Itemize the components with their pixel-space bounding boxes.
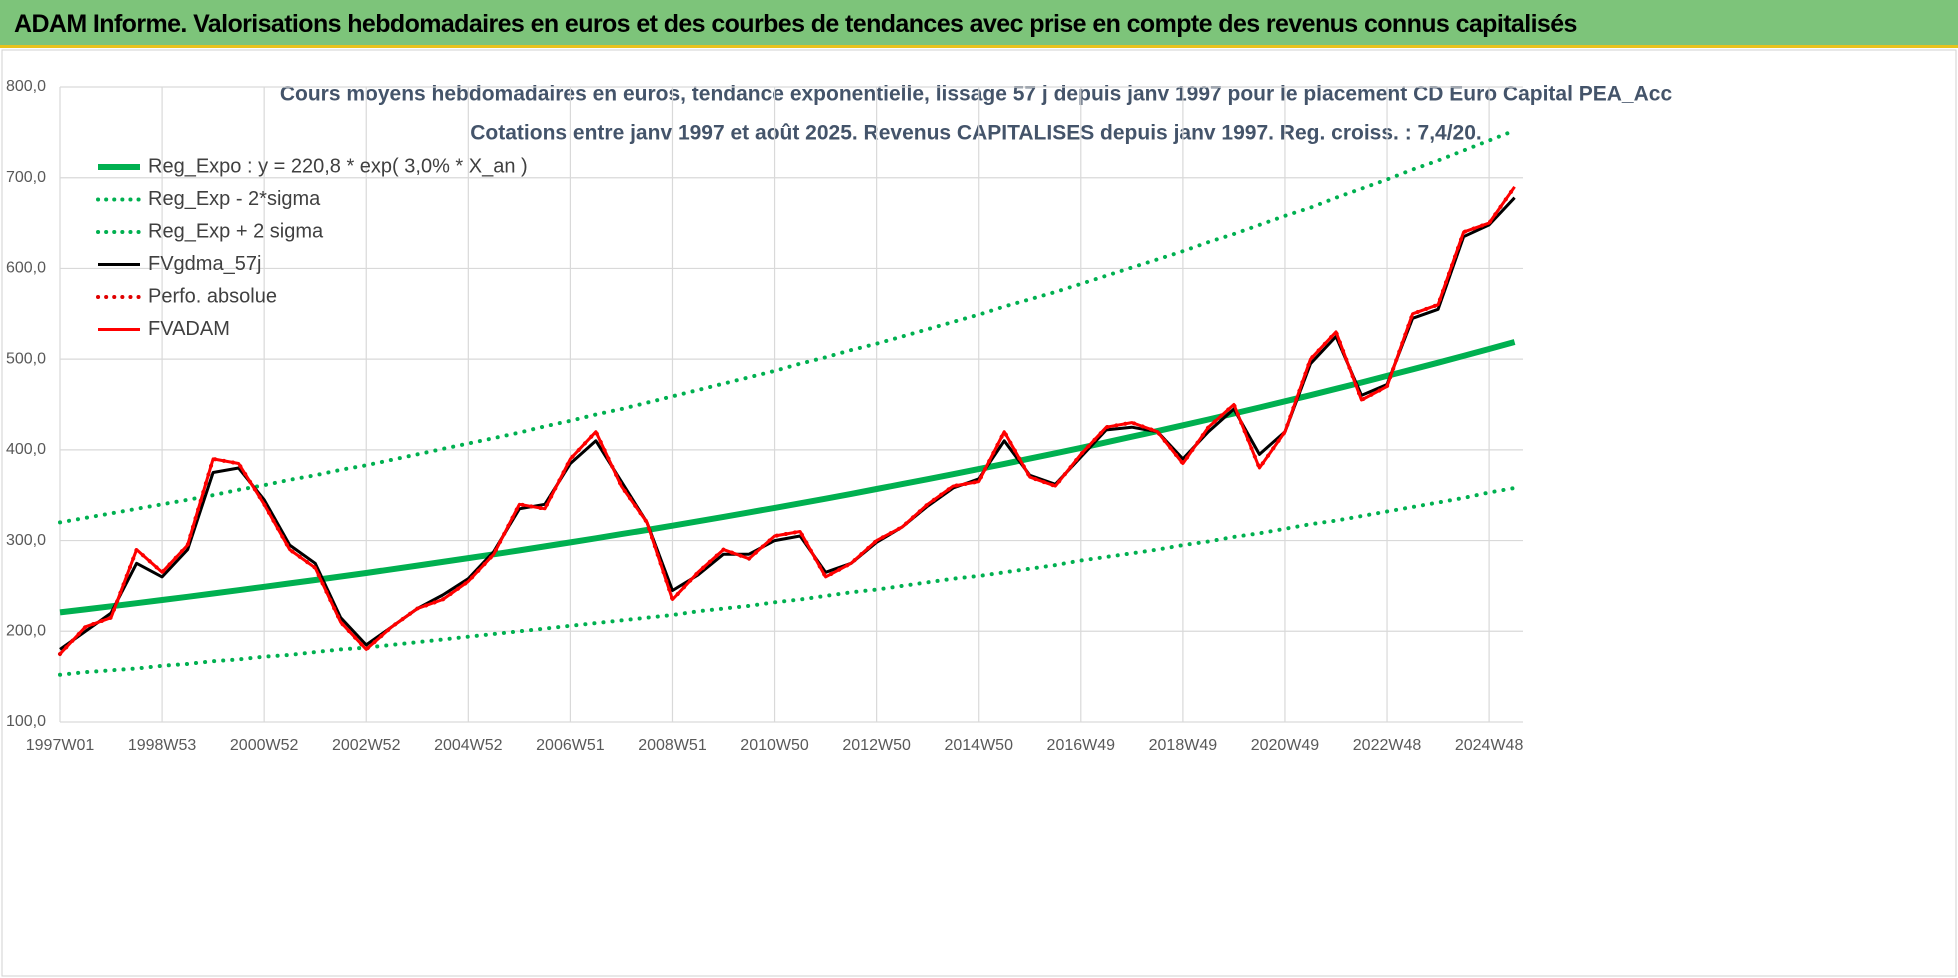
x-tick-label: 2004W52: [434, 737, 503, 754]
x-tick-label: 2020W49: [1251, 737, 1320, 754]
y-tick-label: 300,0: [6, 532, 46, 549]
y-tick-label: 800,0: [6, 78, 46, 95]
x-tick-label: 2002W52: [332, 737, 401, 754]
y-tick-label: 100,0: [6, 713, 46, 730]
y-tick-label: 500,0: [6, 350, 46, 367]
y-tick-label: 200,0: [6, 623, 46, 640]
x-tick-label: 2022W48: [1353, 737, 1422, 754]
x-tick-label: 2014W50: [944, 737, 1013, 754]
x-tick-label: 2010W50: [740, 737, 809, 754]
series-line: [58, 185, 1516, 656]
series-line: [58, 486, 1517, 677]
chart: Cours moyens hebdomadaires en euros, ten…: [1, 49, 1957, 977]
series-line: [58, 128, 1517, 525]
x-tick-label: 1997W01: [26, 737, 95, 754]
x-tick-label: 2008W51: [638, 737, 707, 754]
chart-subtitle: Cotations entre janv 1997 et août 2025. …: [470, 122, 1482, 145]
chart-title: Cours moyens hebdomadaires en euros, ten…: [280, 83, 1673, 106]
x-tick-label: 2024W48: [1455, 737, 1524, 754]
legend-label: FVADAM: [148, 318, 230, 340]
x-tick-label: 2016W49: [1047, 737, 1116, 754]
series-line: [59, 339, 1516, 616]
x-tick-label: 2000W52: [230, 737, 299, 754]
legend-label: Reg_Exp - 2*sigma: [148, 188, 321, 210]
series-line: [59, 196, 1516, 651]
legend-label: FVgdma_57j: [148, 253, 261, 275]
header: ADAM Informe. Valorisations hebdomadaire…: [0, 0, 1958, 48]
legend-label: Reg_Expo : y = 220,8 * exp( 3,0% * X_an …: [148, 155, 528, 177]
y-tick-label: 700,0: [6, 169, 46, 186]
legend-label: Perfo. absolue: [148, 285, 277, 307]
x-tick-label: 2006W51: [536, 737, 605, 754]
x-tick-label: 2018W49: [1149, 737, 1218, 754]
x-tick-label: 2012W50: [842, 737, 911, 754]
x-tick-label: 1998W53: [128, 737, 197, 754]
header-title: ADAM Informe. Valorisations hebdomadaire…: [14, 10, 1577, 38]
legend-label: Reg_Exp + 2 sigma: [148, 220, 324, 242]
y-tick-label: 400,0: [6, 441, 46, 458]
y-tick-label: 600,0: [6, 260, 46, 277]
